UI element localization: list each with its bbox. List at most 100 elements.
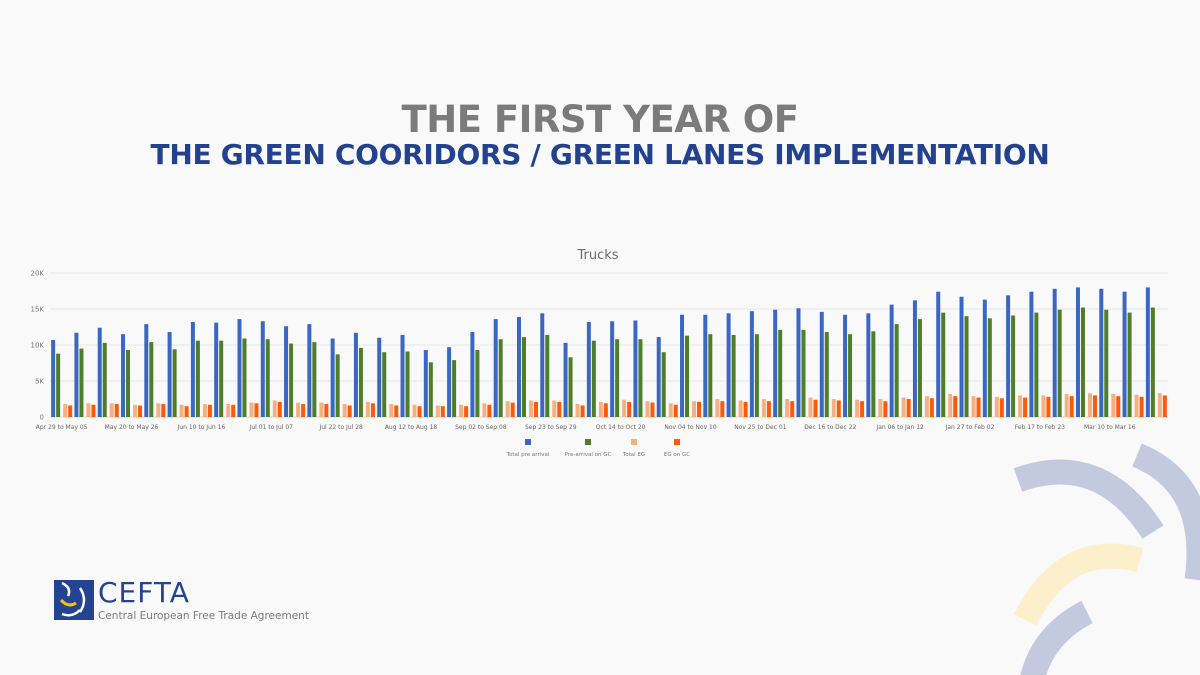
bar-total-pre-arrival xyxy=(1099,288,1104,417)
bar-total-pre-arrival xyxy=(516,316,521,417)
bar-total-eg xyxy=(202,404,207,417)
bar-pre-arrival-on-gc xyxy=(102,342,107,417)
bar-pre-arrival-on-gc xyxy=(964,316,969,417)
bar-total-pre-arrival xyxy=(190,321,195,417)
bar-total-eg xyxy=(272,400,277,417)
bar-eg-on-gc xyxy=(906,399,911,417)
bar-pre-arrival-on-gc xyxy=(661,352,666,417)
x-tick-label: Jul 01 to Jul 07 xyxy=(249,424,294,431)
bar-total-pre-arrival xyxy=(1145,287,1150,417)
bar-total-eg xyxy=(738,400,743,417)
y-tick-label: 20K xyxy=(31,270,45,278)
bar-pre-arrival-on-gc xyxy=(289,343,294,417)
bar-total-pre-arrival xyxy=(889,304,894,417)
bar-eg-on-gc xyxy=(976,397,981,417)
bar-eg-on-gc xyxy=(161,404,166,417)
bar-pre-arrival-on-gc xyxy=(1150,307,1155,417)
bar-total-eg xyxy=(179,404,184,417)
y-tick-label: 0 xyxy=(40,414,44,422)
bar-total-eg xyxy=(109,403,114,417)
bar-total-eg xyxy=(296,402,301,417)
bar-total-eg xyxy=(924,396,929,417)
bar-total-pre-arrival xyxy=(330,338,335,417)
bar-total-pre-arrival xyxy=(936,291,941,417)
bar-total-pre-arrival xyxy=(866,313,871,417)
bar-total-pre-arrival xyxy=(540,313,545,417)
bar-total-eg xyxy=(365,401,370,417)
bar-total-pre-arrival xyxy=(74,332,79,417)
bar-total-eg xyxy=(645,401,650,417)
bar-total-eg xyxy=(319,402,324,417)
bar-eg-on-gc xyxy=(1023,397,1028,417)
bar-eg-on-gc xyxy=(580,405,585,417)
trucks-chart: Trucks 0 5K 10K 15K 20K Apr 29 to May 05 May … xyxy=(31,248,1168,458)
legend-swatch xyxy=(525,439,531,445)
bar-pre-arrival-on-gc xyxy=(754,334,759,417)
bar-eg-on-gc xyxy=(813,399,818,417)
x-tick-label: Sep 02 to Sep 08 xyxy=(455,424,507,431)
bar-total-pre-arrival xyxy=(353,332,358,417)
bar-total-eg xyxy=(482,403,487,417)
bar-total-eg xyxy=(878,399,883,417)
bar-total-pre-arrival xyxy=(237,319,242,417)
bar-eg-on-gc xyxy=(207,404,212,417)
bar-eg-on-gc xyxy=(953,396,958,417)
decor-arc-yellow xyxy=(1013,543,1144,626)
bar-total-pre-arrival xyxy=(586,321,591,417)
bar-total-eg xyxy=(156,403,161,417)
bar-eg-on-gc xyxy=(324,404,329,417)
decor-arc-blue-2 xyxy=(1131,443,1200,581)
bar-eg-on-gc xyxy=(557,401,562,417)
bar-total-eg xyxy=(761,399,766,417)
bar-total-pre-arrival xyxy=(680,314,685,417)
bar-eg-on-gc xyxy=(510,402,515,417)
bar-eg-on-gc xyxy=(440,406,445,417)
bar-total-pre-arrival xyxy=(260,321,265,417)
bar-total-eg xyxy=(1111,393,1116,417)
bar-total-pre-arrival xyxy=(633,320,638,417)
logo-name: CEFTA xyxy=(98,576,190,609)
bar-total-eg xyxy=(505,401,510,417)
x-tick-label: Jul 22 to Jul 28 xyxy=(318,424,363,431)
bar-eg-on-gc xyxy=(277,401,282,417)
bar-eg-on-gc xyxy=(533,401,538,417)
bar-pre-arrival-on-gc xyxy=(79,348,84,417)
bar-pre-arrival-on-gc xyxy=(917,319,922,417)
bar-total-pre-arrival xyxy=(749,311,754,417)
bar-pre-arrival-on-gc xyxy=(335,354,340,417)
bar-total-eg xyxy=(901,397,906,417)
bar-pre-arrival-on-gc xyxy=(848,334,853,417)
bar-pre-arrival-on-gc xyxy=(452,360,457,417)
chart-title: Trucks xyxy=(576,248,618,263)
bar-eg-on-gc xyxy=(999,398,1004,417)
bar-pre-arrival-on-gc xyxy=(242,338,247,417)
bar-pre-arrival-on-gc xyxy=(126,350,131,417)
bar-eg-on-gc xyxy=(1046,396,1051,417)
bar-pre-arrival-on-gc xyxy=(405,351,410,417)
bar-eg-on-gc xyxy=(673,404,678,417)
bar-pre-arrival-on-gc xyxy=(1127,312,1132,417)
bar-total-pre-arrival xyxy=(819,311,824,417)
bar-eg-on-gc xyxy=(650,402,655,417)
bar-eg-on-gc xyxy=(231,404,236,417)
bar-total-pre-arrival xyxy=(656,337,661,417)
bar-pre-arrival-on-gc xyxy=(1057,309,1062,417)
bar-total-eg xyxy=(575,404,580,417)
bar-pre-arrival-on-gc xyxy=(1104,309,1109,417)
bar-total-eg xyxy=(1134,394,1139,417)
x-tick-label: May 20 to May 26 xyxy=(105,424,159,431)
x-tick-label: Nov 04 to Nov 10 xyxy=(664,424,717,431)
legend-label: Total EG xyxy=(622,452,645,458)
bar-pre-arrival-on-gc xyxy=(56,353,61,417)
bar-pre-arrival-on-gc xyxy=(312,342,317,417)
bar-pre-arrival-on-gc xyxy=(685,335,690,417)
bar-eg-on-gc xyxy=(370,403,375,417)
bar-total-eg xyxy=(1018,395,1023,417)
bar-pre-arrival-on-gc xyxy=(172,349,177,417)
decor-arc-blue-3 xyxy=(1020,600,1093,675)
bar-eg-on-gc xyxy=(1162,395,1167,417)
bar-total-pre-arrival xyxy=(703,314,708,417)
bar-eg-on-gc xyxy=(91,404,96,417)
bar-pre-arrival-on-gc xyxy=(428,362,433,417)
bar-total-eg xyxy=(435,405,440,417)
